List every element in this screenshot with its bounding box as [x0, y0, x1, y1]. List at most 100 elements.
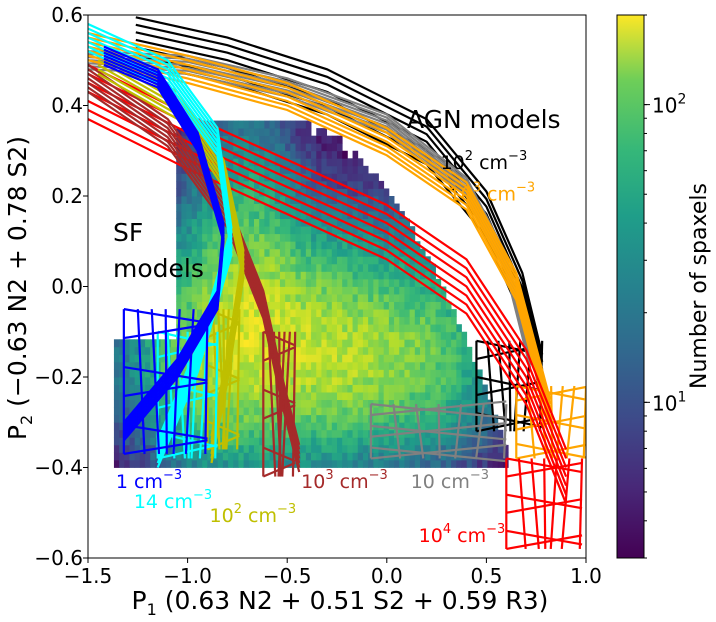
heatmap-cell: [362, 278, 369, 287]
heatmap-cell: [321, 339, 328, 348]
heatmap-cell: [326, 294, 333, 302]
heatmap-cell: [274, 165, 281, 174]
heatmap-cell: [445, 309, 452, 318]
heatmap-cell: [264, 459, 270, 468]
heatmap-cell: [347, 369, 353, 378]
heatmap-cell: [404, 414, 411, 423]
heatmap-cell: [311, 324, 317, 333]
heatmap-cell: [357, 301, 364, 310]
heatmap-cell: [321, 399, 328, 408]
y-tick-label: 0.4: [51, 94, 83, 118]
heatmap-cell: [119, 339, 125, 348]
heatmap-cell: [404, 422, 411, 431]
heatmap-cell: [145, 384, 151, 393]
heatmap-cell: [186, 218, 193, 227]
heatmap-cell: [248, 211, 255, 220]
heatmap-cell: [269, 316, 276, 325]
heatmap-cell: [274, 226, 281, 235]
heatmap-cell: [228, 301, 234, 310]
heatmap-cell: [134, 339, 141, 348]
heatmap-cell: [352, 399, 359, 408]
heatmap-cell: [243, 392, 250, 401]
heatmap-cell: [196, 377, 203, 385]
heatmap-cell: [228, 414, 234, 423]
heatmap-cell: [129, 437, 136, 446]
heatmap-cell: [139, 384, 146, 393]
heatmap-cell: [352, 309, 359, 318]
heatmap-cell: [222, 452, 229, 461]
heatmap-cell: [181, 459, 187, 468]
heatmap-cell: [394, 414, 400, 423]
heatmap-cell: [233, 407, 239, 416]
heatmap-cell: [222, 278, 229, 287]
heatmap-cell: [311, 429, 317, 438]
heatmap-cell: [388, 218, 395, 227]
heatmap-cell: [347, 324, 353, 333]
heatmap-cell: [228, 286, 234, 295]
heatmap-cell: [176, 233, 182, 242]
heatmap-cell: [404, 278, 411, 287]
heatmap-cell: [290, 369, 296, 378]
heatmap-cell: [414, 354, 421, 363]
heatmap-cell: [383, 331, 390, 340]
colorbar-gradient: [616, 14, 645, 559]
heatmap-cell: [352, 203, 359, 212]
heatmap-cell: [388, 414, 395, 423]
heatmap-cell: [196, 196, 203, 204]
heatmap-cell: [337, 459, 343, 468]
heatmap-cell: [362, 422, 369, 431]
heatmap-cell: [290, 309, 296, 318]
heatmap-cell: [352, 339, 359, 348]
heatmap-cell: [383, 241, 390, 250]
heatmap-cell: [378, 196, 385, 204]
heatmap-cell: [176, 437, 182, 446]
heatmap-cell: [279, 271, 286, 280]
heatmap-cell: [461, 384, 468, 393]
heatmap-cell: [176, 271, 182, 280]
heatmap-cell: [233, 384, 239, 393]
heatmap-cell: [186, 233, 193, 242]
model-track-line: [88, 45, 552, 414]
heatmap-cell: [331, 165, 338, 174]
heatmap-cell: [471, 437, 478, 446]
heatmap-cell: [425, 444, 431, 453]
heatmap-cell: [347, 444, 353, 453]
heatmap-cell: [440, 444, 447, 453]
heatmap-cell: [305, 128, 312, 137]
heatmap-cell: [217, 120, 224, 129]
heatmap-cell: [316, 414, 322, 423]
heatmap-cell: [196, 309, 203, 318]
heatmap-cell: [129, 459, 136, 468]
heatmap-cell: [259, 150, 265, 159]
heatmap-cell: [316, 256, 322, 265]
heatmap-cell: [274, 331, 281, 340]
heatmap-cell: [295, 248, 302, 257]
heatmap-cell: [362, 173, 369, 182]
heatmap-cell: [373, 324, 379, 333]
heatmap-cell: [326, 369, 333, 378]
heatmap-cell: [342, 241, 348, 250]
model-grid-line: [207, 364, 240, 380]
heatmap-cell: [362, 271, 369, 280]
heatmap-cell: [321, 414, 328, 423]
heatmap-cell: [404, 324, 411, 333]
heatmap-cell: [326, 429, 333, 438]
heatmap-cell: [222, 120, 229, 129]
heatmap-cell: [477, 414, 483, 423]
heatmap-cell: [383, 437, 390, 446]
heatmap-cell: [378, 399, 385, 408]
heatmap-cell: [316, 331, 322, 340]
heatmap-cell: [129, 444, 136, 453]
heatmap-cell: [440, 324, 447, 333]
heatmap-cell: [337, 203, 343, 212]
heatmap-cell: [300, 429, 307, 438]
heatmap-cell: [248, 331, 255, 340]
heatmap-cell: [113, 361, 120, 370]
heatmap-cell: [238, 407, 245, 416]
heatmap-cell: [191, 248, 198, 257]
heatmap-cell: [497, 452, 504, 461]
heatmap-cell: [347, 414, 353, 423]
heatmap-cell: [300, 392, 307, 401]
heatmap-cell: [290, 286, 296, 295]
heatmap-cell: [238, 309, 245, 318]
